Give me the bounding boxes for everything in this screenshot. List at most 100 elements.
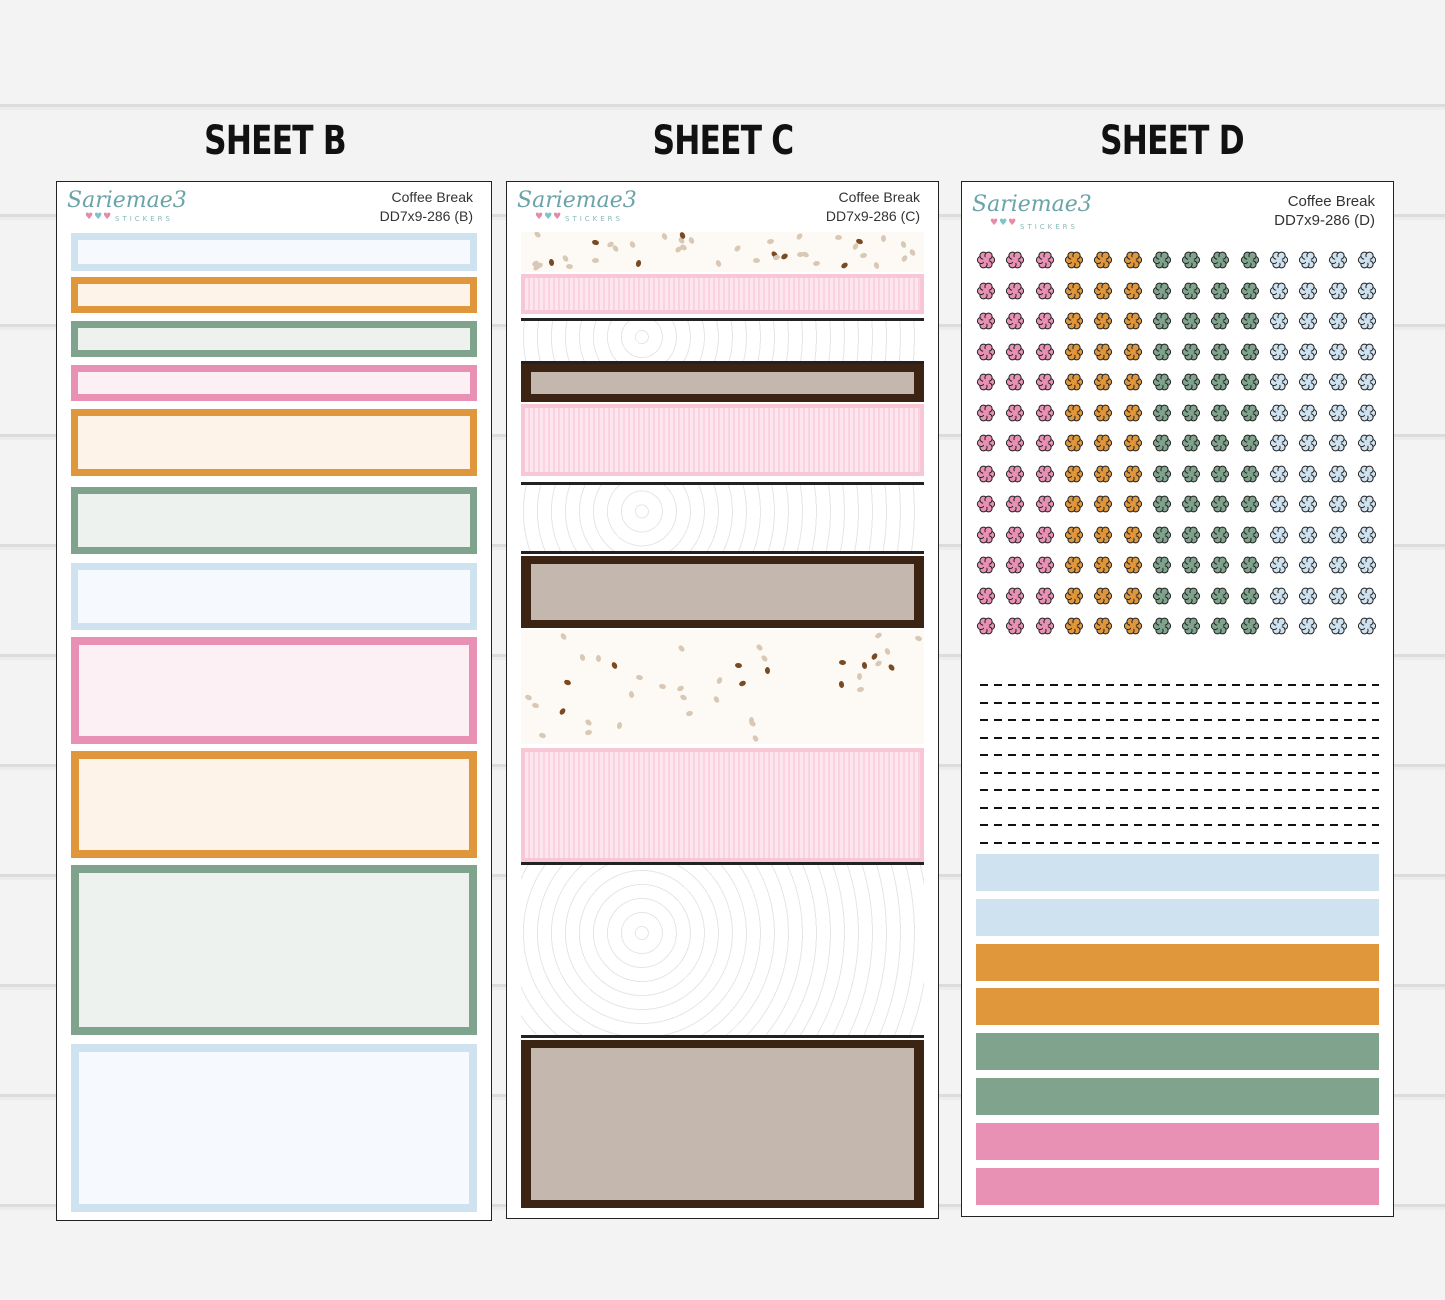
flower-icon: [1211, 312, 1230, 330]
flower-icon: [1123, 343, 1142, 360]
flower-icon: [1181, 282, 1201, 299]
flower-icon: [1006, 495, 1025, 513]
flower-icon: [1064, 343, 1083, 360]
flower-icon: [1299, 434, 1318, 452]
coffee-bean-icon: [856, 686, 865, 693]
flower-icon: [1035, 251, 1054, 269]
flower-icon: [1269, 434, 1289, 452]
heart-icon: ♥♥♥: [535, 212, 563, 222]
flower-icon: [1181, 556, 1201, 574]
flower-icon: [1064, 251, 1083, 269]
flower-icon: [1123, 251, 1142, 269]
flower-icon: [1094, 526, 1113, 543]
flower-icon: [1211, 526, 1230, 543]
flower-icon: [1064, 282, 1083, 299]
flower-icon: [1240, 282, 1259, 299]
flower-icon: [1181, 251, 1201, 269]
product-code: DD7x9-286 (B): [379, 208, 473, 224]
coffee-bean-icon: [838, 659, 847, 666]
flower-icon: [1123, 617, 1142, 635]
flower-icon: [1035, 373, 1054, 391]
flower-icon: [1094, 465, 1113, 482]
coffee-bean-icon: [591, 257, 600, 264]
box-sticker-green: [71, 487, 477, 554]
flower-icon: [1357, 587, 1376, 604]
flower-icon: [1328, 526, 1347, 543]
box-sticker-orange: [71, 751, 477, 858]
flower-icon: [1181, 587, 1201, 604]
heart-icon: ♥♥♥: [85, 212, 113, 222]
flower-icon: [1299, 282, 1318, 299]
flower-icon: [1152, 587, 1171, 604]
flower-icon: [1269, 404, 1289, 421]
flower-icon: [1123, 587, 1142, 604]
coffee-bean-icon: [584, 718, 593, 727]
flower-icon: [1094, 587, 1113, 604]
flower-icon: [976, 495, 996, 513]
flower-icon: [1152, 251, 1171, 269]
flower-icon: [1328, 465, 1347, 482]
product-name: Coffee Break: [391, 189, 473, 205]
coffee-bean-icon: [812, 260, 821, 267]
sticker-sheet-d: Sariemae3 ♥♥♥ STICKERS Coffee Break DD7x…: [961, 181, 1394, 1217]
flower-icon: [1299, 251, 1318, 269]
color-bar-green: [976, 1033, 1379, 1071]
flower-icon: [1240, 587, 1259, 604]
flower-icon: [1357, 495, 1376, 513]
coffee-bean-icon: [874, 659, 883, 668]
coffee-bean-icon: [766, 238, 775, 245]
coffee-bean-icon: [760, 654, 769, 663]
coffee-bean-icon: [628, 240, 637, 249]
strip-pink-stripe: [521, 404, 924, 476]
flower-icon: [1269, 251, 1289, 269]
flower-icon: [1064, 434, 1083, 452]
flower-icon: [1299, 556, 1318, 574]
flower-icon: [1006, 526, 1025, 543]
color-bar-blue: [976, 898, 1379, 936]
flower-icon: [1152, 526, 1171, 543]
flower-icon: [1035, 495, 1054, 513]
brand-logo: Sariemae3: [67, 188, 187, 213]
flower-icon: [1181, 526, 1201, 543]
box-sticker-green: [71, 865, 477, 1035]
product-code: DD7x9-286 (D): [1274, 212, 1375, 229]
strip-coffee-dark: [521, 1040, 924, 1208]
flower-icon: [1211, 465, 1230, 482]
coffee-bean-icon: [738, 679, 747, 688]
sheet-meta: Coffee Break DD7x9-286 (D): [1274, 192, 1375, 230]
brand-sub: STICKERS: [115, 215, 173, 223]
strip-coffee-dark: [521, 556, 924, 628]
coffee-bean-icon: [563, 678, 572, 687]
dashed-line: [980, 841, 1379, 844]
coffee-bean-icon: [795, 232, 804, 241]
color-bar-orange: [976, 943, 1379, 981]
flower-icon: [1152, 556, 1171, 574]
dashed-line: [980, 684, 1379, 686]
color-bar-pink: [976, 1122, 1379, 1160]
coffee-bean-icon: [908, 248, 917, 257]
flower-icon: [1328, 434, 1347, 452]
flower-icon: [1181, 617, 1201, 635]
coffee-bean-icon: [900, 254, 909, 263]
coffee-bean-icon: [755, 643, 764, 652]
strip-beans: [521, 630, 924, 744]
flower-icon: [1006, 373, 1025, 391]
coffee-bean-icon: [679, 693, 688, 702]
flower-icon: [1006, 617, 1025, 635]
flower-icon: [1299, 312, 1318, 330]
flower-icon: [1240, 617, 1259, 635]
flower-icon: [1006, 587, 1025, 604]
coffee-bean-icon: [677, 644, 686, 653]
flower-icon: [1035, 526, 1054, 543]
flower-icon: [1035, 343, 1054, 360]
flower-icon: [1299, 373, 1318, 391]
flower-icon: [1211, 343, 1230, 360]
dashed-line: [980, 701, 1379, 704]
flower-icon: [1269, 465, 1289, 482]
flower-icon: [1094, 251, 1113, 269]
flower-icon: [1094, 343, 1113, 360]
brand-logo: Sariemae3: [972, 192, 1092, 217]
flower-icon: [1123, 495, 1142, 513]
flower-icon: [1181, 312, 1201, 330]
dashed-line: [980, 719, 1379, 721]
